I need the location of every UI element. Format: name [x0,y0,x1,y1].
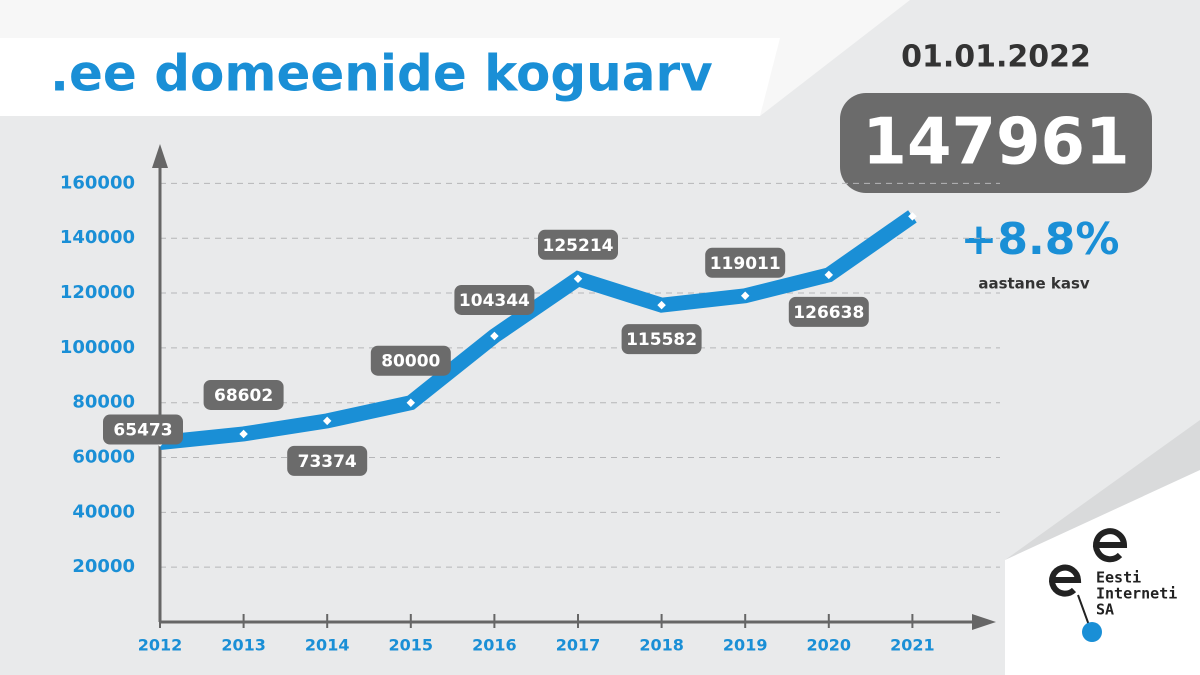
point-marker [406,398,416,407]
point-marker [490,331,499,341]
point-marker [573,274,583,284]
y-tick-label: 60000 [72,447,135,468]
y-tick-label: 160000 [60,172,135,193]
total-value: 147961 [862,106,1129,180]
value-label-box [103,414,183,445]
logo-text: SA [1096,601,1114,619]
logo-text: Eesti [1096,569,1141,587]
logo-e [1093,528,1128,563]
value-label: 115582 [626,330,697,350]
x-tick-label: 2018 [639,636,684,655]
value-label: 125214 [543,236,614,256]
data-line [159,210,917,450]
x-tick-label: 2015 [389,636,434,655]
value-label-box [788,296,869,327]
value-label-box [287,445,368,476]
logo-corner [1005,470,1200,675]
value-label: 68602 [214,386,273,406]
logo-e [1049,564,1082,597]
growth: +8.8% [961,214,1120,265]
logo-text: Interneti [1096,585,1177,603]
y-tick-label: 140000 [60,227,135,248]
point-marker [740,291,750,301]
y-tick-label: 40000 [72,501,135,522]
x-tick-label: 2021 [890,636,935,655]
x-tick-label: 2017 [556,636,601,655]
plot: 20000 40000 60000 80000 100000 120000 140000 16… [60,144,1000,655]
x-tick-label: 2019 [723,636,768,655]
value-label: 126638 [793,303,864,323]
y-axis-arrow [152,144,168,168]
x-axis-arrow [972,614,996,630]
title-banner [0,38,780,116]
point-marker [239,429,248,439]
x-tick-label: 2013 [221,636,266,655]
logo: Eesti Interneti SA [1049,528,1177,642]
x-tick-label: 2014 [305,636,350,655]
y-tick-label: 80000 [72,392,135,413]
point-marker [657,300,666,310]
logo-link [1077,594,1091,629]
value-label: 104344 [459,291,530,311]
title: .ee domeenide koguarv [50,45,713,103]
x-tick-label: 2012 [138,636,183,655]
value-label-box [538,229,618,260]
y-tick-label: 100000 [60,337,135,358]
x-tick-label: 2016 [472,636,517,655]
value-label-box [705,247,786,278]
value-label: 119011 [710,254,781,274]
y-tick-label: 20000 [72,556,135,577]
x-tick-label: 2020 [807,636,852,655]
date: 01.01.2022 [901,40,1091,75]
value-label-box [370,345,451,376]
growth-label: aastane kasv [978,275,1090,293]
logo-dot [1082,622,1102,642]
value-label: 73374 [298,452,357,472]
value-label-box [203,379,284,410]
point-marker [824,270,834,280]
value-label: 65473 [113,421,172,441]
total-box [840,93,1152,193]
point-marker [322,416,332,426]
value-label: 80000 [381,352,440,372]
y-tick-label: 120000 [60,282,135,303]
value-label-box [454,284,535,315]
value-label-box [621,324,702,355]
